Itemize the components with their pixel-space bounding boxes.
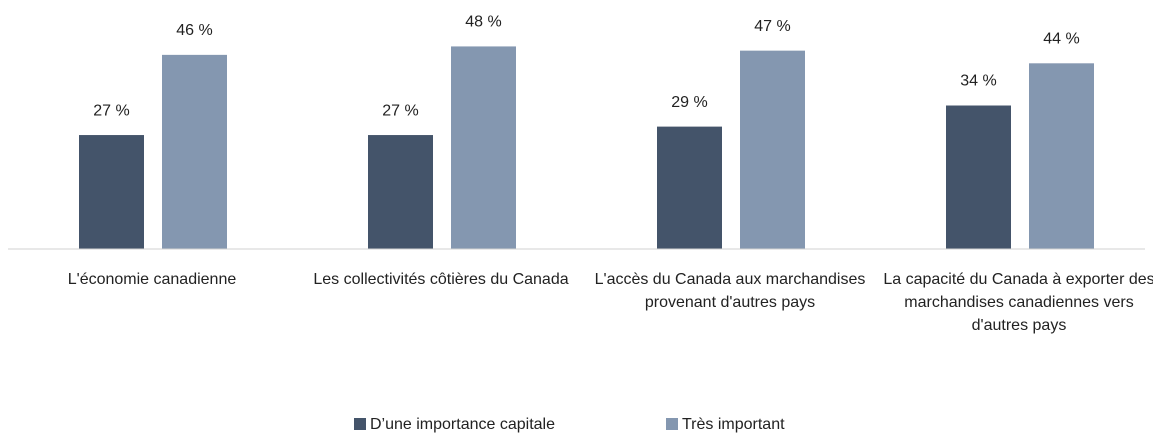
legend-label: D’une importance capitale — [370, 416, 555, 433]
bar — [451, 46, 516, 249]
bar — [162, 54, 227, 249]
x-tick-label: Les collectivités côtières du Canada — [313, 271, 569, 288]
value-label: 27 % — [382, 102, 418, 119]
bar — [657, 126, 722, 249]
value-label: 27 % — [93, 102, 129, 119]
bar — [1029, 63, 1094, 249]
x-tick-label: La capacité du Canada à exporter des mar… — [883, 271, 1153, 334]
value-label: 29 % — [671, 94, 707, 111]
x-tick-label: L'accès du Canada aux marchandises prove… — [594, 271, 866, 311]
legend-swatch — [666, 418, 678, 430]
value-label: 34 % — [960, 73, 996, 90]
value-label: 48 % — [465, 14, 501, 31]
value-label: 44 % — [1043, 31, 1079, 48]
legend-label: Très important — [682, 416, 785, 433]
bar — [79, 135, 144, 249]
bar — [368, 135, 433, 249]
value-label: 47 % — [754, 18, 790, 35]
bar — [946, 105, 1011, 249]
x-tick-label: L'économie canadienne — [67, 271, 237, 288]
legend-swatch — [354, 418, 366, 430]
value-label: 46 % — [176, 22, 212, 39]
bar — [740, 50, 805, 249]
